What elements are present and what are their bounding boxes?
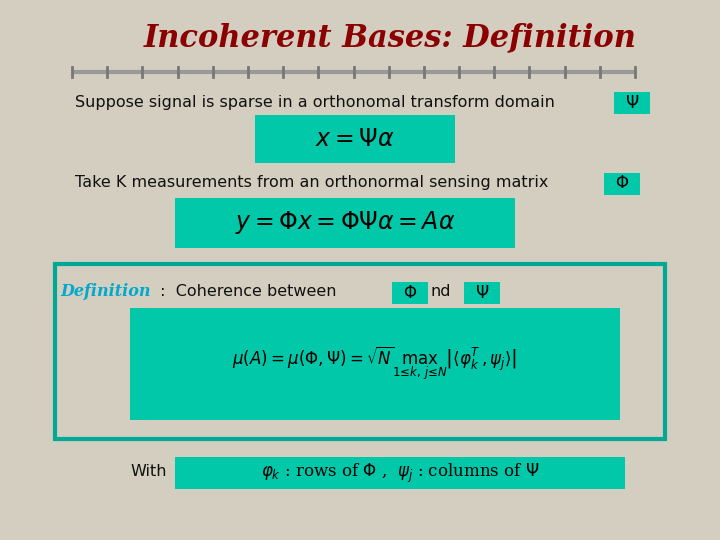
- Text: $\Phi$: $\Phi$: [403, 285, 417, 301]
- Bar: [255, 115, 455, 163]
- Text: $\Psi$: $\Psi$: [625, 94, 639, 111]
- Bar: [55, 264, 665, 439]
- Text: Definition: Definition: [60, 284, 150, 300]
- Text: $\varphi_k$ : rows of $\Phi$ ,  $\psi_j$ : columns of $\Psi$: $\varphi_k$ : rows of $\Phi$ , $\psi_j$ …: [261, 461, 539, 484]
- Text: Take K measurements from an orthonormal sensing matrix: Take K measurements from an orthonormal …: [75, 176, 549, 191]
- Text: Suppose signal is sparse in a orthonomal transform domain: Suppose signal is sparse in a orthonomal…: [75, 94, 555, 110]
- Bar: [175, 457, 625, 489]
- Bar: [614, 92, 650, 114]
- Bar: [604, 173, 640, 195]
- Text: $\Phi$: $\Phi$: [615, 176, 629, 192]
- Text: :  Coherence between: : Coherence between: [155, 285, 336, 300]
- Text: $x = \Psi\alpha$: $x = \Psi\alpha$: [315, 127, 395, 151]
- Text: nd: nd: [430, 285, 451, 300]
- Text: With: With: [130, 464, 166, 480]
- Text: Incoherent Bases: Definition: Incoherent Bases: Definition: [143, 23, 636, 53]
- Text: $y = \Phi x = \Phi\Psi\alpha = A\alpha$: $y = \Phi x = \Phi\Psi\alpha = A\alpha$: [235, 210, 455, 237]
- Text: $\mu(A) = \mu(\Phi, \Psi) = \sqrt{N} \max_{1 \leq k,\, j \leq N} \left| \langle : $\mu(A) = \mu(\Phi, \Psi) = \sqrt{N} \ma…: [233, 345, 518, 383]
- Bar: [464, 282, 500, 304]
- Bar: [175, 198, 515, 248]
- Bar: [392, 282, 428, 304]
- Text: $\Psi$: $\Psi$: [475, 285, 489, 301]
- Bar: [130, 308, 620, 420]
